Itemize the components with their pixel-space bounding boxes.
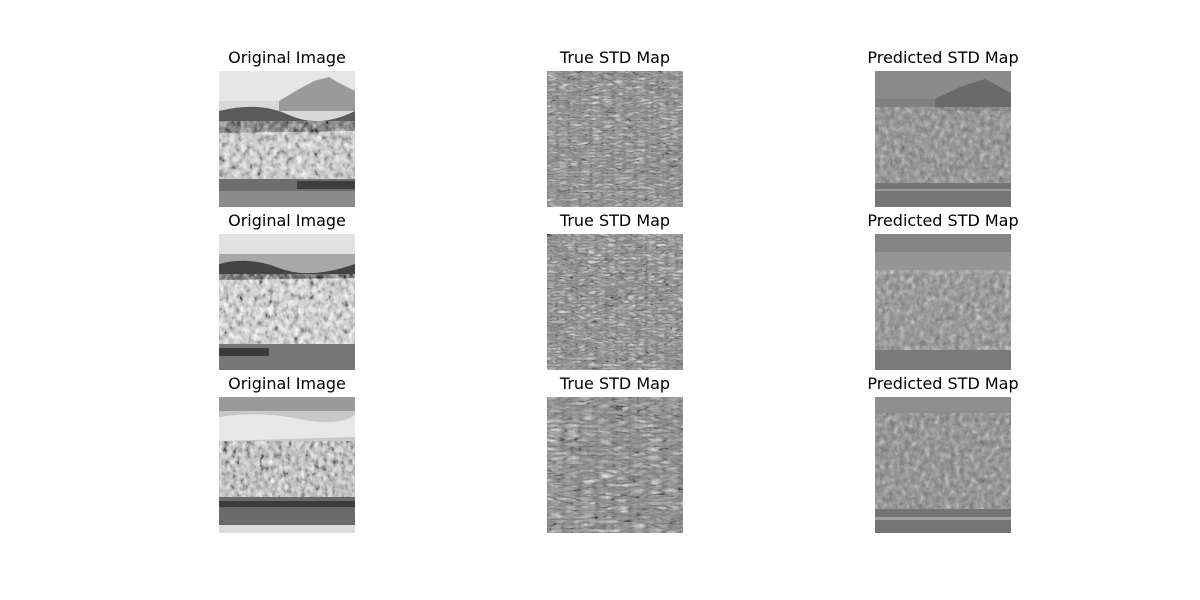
original-image (219, 397, 355, 533)
panel-title: Original Image (228, 48, 346, 67)
panel-title: Original Image (228, 211, 346, 230)
true-std-map (547, 234, 683, 370)
predicted-std-map (875, 397, 1011, 533)
predicted-std-map (875, 71, 1011, 207)
true-std-map (547, 397, 683, 533)
original-image (219, 234, 355, 370)
panel-title: Predicted STD Map (867, 374, 1019, 393)
panel-title: True STD Map (559, 211, 671, 230)
predicted-std-map (875, 234, 1011, 370)
panel-title: True STD Map (559, 48, 671, 67)
original-image (219, 71, 355, 207)
panel-title: Predicted STD Map (867, 211, 1019, 230)
true-std-map (547, 71, 683, 207)
panel-title: Predicted STD Map (867, 48, 1019, 67)
panel-title: True STD Map (559, 374, 671, 393)
panel-title: Original Image (228, 374, 346, 393)
